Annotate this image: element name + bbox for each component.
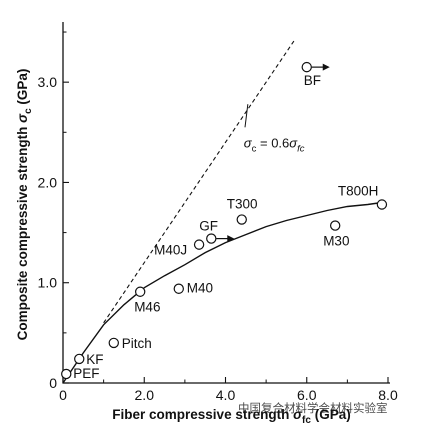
x-tick-label: 0 <box>59 387 67 403</box>
data-point-pitch <box>108 337 119 349</box>
x-tick-label: 6.0 <box>297 387 317 403</box>
data-point-t300 <box>236 214 247 225</box>
point-label-m40j: M40J <box>154 243 187 258</box>
fit-curve <box>62 201 382 384</box>
point-label-m30: M30 <box>323 234 349 249</box>
point-label-kf: KF <box>86 352 103 367</box>
watermark-text: 中国复合材料学会材料实验室 <box>238 401 388 415</box>
points <box>61 61 388 380</box>
point-label-t300: T300 <box>227 197 258 212</box>
x-tick-label: 8.0 <box>378 387 398 403</box>
x-axis-title: Fiber compressive strength σfc (GPa) <box>112 407 350 426</box>
point-label-bf: BF <box>304 73 321 88</box>
data-point-bf <box>301 61 312 73</box>
y-tick-label: 0 <box>49 375 57 391</box>
x-tick-label: 4.0 <box>216 387 236 403</box>
reference-dashed-line <box>103 39 296 324</box>
dashed-line-annotation: σc = 0.6σfc <box>244 135 305 154</box>
y-tick-label: 1.0 <box>38 275 58 291</box>
data-point-gf <box>206 233 217 244</box>
ticks: 0 2.0 4.0 6.0 8.0 0 1.0 2.0 3.0 Fiber compressive… <box>15 31 398 426</box>
point-label-m46: M46 <box>134 300 160 315</box>
data-point-t800h <box>376 199 388 210</box>
data-point-m46 <box>134 286 146 297</box>
point-label-pef: PEF <box>73 366 99 381</box>
point-label-pitch: Pitch <box>122 336 152 351</box>
y-tick-label: 2.0 <box>38 174 58 190</box>
arrow-head-gf <box>227 235 235 243</box>
data-point-m40 <box>173 283 184 294</box>
arrow-head-bf <box>322 63 330 71</box>
data-point-kf <box>74 353 85 365</box>
data-point-pef <box>61 368 72 380</box>
lines <box>62 39 382 384</box>
data-point-m40j <box>193 239 205 250</box>
y-axis-title: Composite compressive strength σc (GPa) <box>15 69 34 341</box>
annotation-leader <box>244 104 249 128</box>
y-tick-label: 3.0 <box>38 74 58 90</box>
data-point-m30 <box>329 220 341 231</box>
point-label-m40: M40 <box>187 281 213 296</box>
x-tick-label: 2.0 <box>135 387 155 403</box>
point-label-gf: GF <box>199 219 218 234</box>
point-label-t800h: T800H <box>338 184 379 199</box>
